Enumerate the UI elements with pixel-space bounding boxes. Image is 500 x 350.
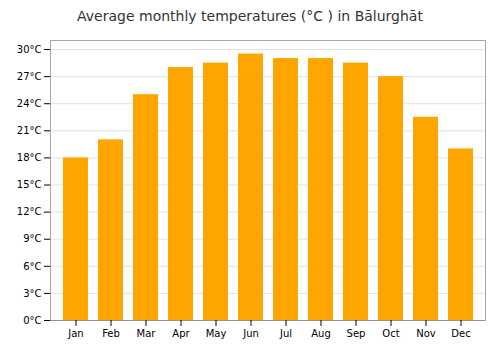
svg-text:12°C: 12°C [17,206,42,217]
svg-text:Jun: Jun [242,328,259,339]
svg-text:6°C: 6°C [23,261,41,272]
svg-text:Dec: Dec [451,328,470,339]
svg-text:9°C: 9°C [23,233,41,244]
svg-text:Feb: Feb [102,328,120,339]
svg-text:May: May [206,328,227,339]
svg-text:27°C: 27°C [17,71,42,82]
svg-text:Mar: Mar [137,328,157,339]
svg-text:Apr: Apr [172,328,190,339]
svg-text:21°C: 21°C [17,125,42,136]
svg-text:3°C: 3°C [23,288,41,299]
svg-text:Nov: Nov [416,328,436,339]
svg-text:Jul: Jul [279,328,292,339]
svg-text:Aug: Aug [311,328,331,339]
svg-text:0°C: 0°C [23,315,41,326]
html-text:Average monthly temperatures (: Average monthly temperatures (°C ) in Bā… [77,8,423,24]
svg-text:Jan: Jan [67,328,83,339]
svg-text:Sep: Sep [347,328,366,339]
svg-text:Oct: Oct [382,328,399,339]
svg-text:18°C: 18°C [17,152,42,163]
svg-text:15°C: 15°C [17,179,42,190]
svg-text:24°C: 24°C [17,98,42,109]
svg-text:30°C: 30°C [17,44,42,55]
